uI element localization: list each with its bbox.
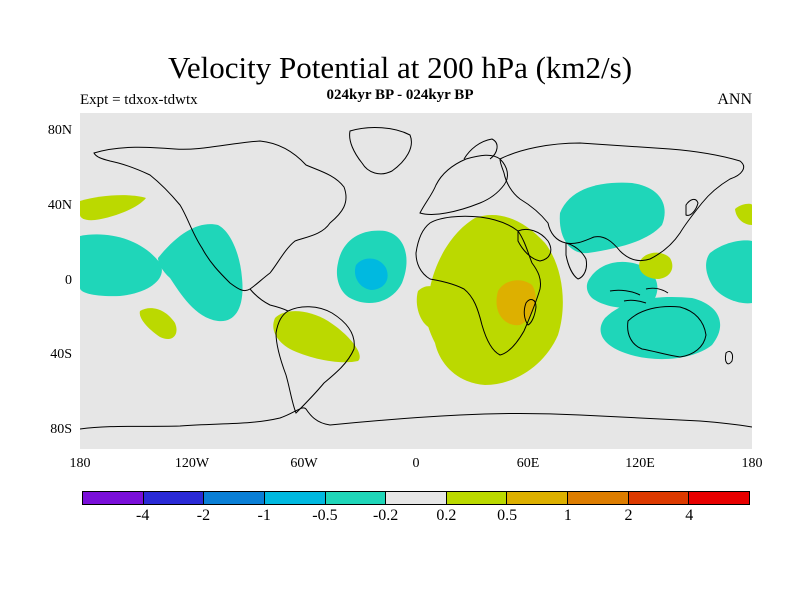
colorbar-label-9: 4 — [685, 507, 694, 524]
colorbar-box-3 — [264, 492, 326, 504]
coastlines — [80, 127, 752, 430]
contour-pos-far-east — [735, 203, 752, 225]
contour-neg-west-pacific-north — [80, 234, 162, 297]
contour-fills — [80, 182, 752, 385]
season-label: ANN — [717, 91, 752, 108]
map-svg — [80, 113, 752, 449]
coast-madagascar — [523, 299, 537, 326]
contour-neg-atlantic-core — [354, 258, 388, 290]
y-tick-80n: 80N — [47, 123, 72, 138]
coast-europe — [419, 154, 508, 215]
colorbar-box-10 — [689, 492, 750, 504]
colorbar-label-2: -1 — [257, 507, 271, 524]
coast-scandinavia — [463, 138, 498, 160]
colorbar-box-0 — [83, 492, 144, 504]
coast-indonesia — [609, 287, 669, 304]
colorbar-label-7: 1 — [563, 507, 572, 524]
contour-pos-africa-indian — [425, 214, 563, 385]
coast-central-america — [249, 288, 289, 312]
colorbar-box-4 — [325, 492, 387, 504]
coast-north-america — [93, 140, 347, 292]
coast-india — [565, 242, 587, 280]
colorbar-box-7 — [507, 492, 569, 504]
x-tick-120e: 120E — [625, 456, 655, 471]
colorbar-label-3: -0.5 — [312, 507, 338, 524]
colorbar-box-2 — [204, 492, 265, 504]
contour-neg-australia — [600, 297, 721, 360]
experiment-label: Expt = tdxox-tdwtx — [80, 92, 198, 108]
contour-pos-north-pacific — [80, 195, 146, 221]
coast-new-zealand — [725, 350, 733, 365]
contour-pos-madagascar-core — [496, 280, 536, 326]
y-tick-0: 0 — [65, 273, 72, 288]
contour-pos-west-africa — [416, 286, 444, 328]
x-tick-60w: 60W — [290, 456, 318, 471]
x-tick-120w: 120W — [174, 456, 210, 471]
colorbar-label-1: -2 — [196, 507, 211, 524]
y-tick-80s: 80S — [50, 422, 72, 437]
coast-greenland — [349, 127, 412, 175]
contour-neg-maritime — [586, 261, 658, 309]
plot-title: Velocity Potential at 200 hPa (km2/s) — [167, 50, 633, 85]
contour-neg-west-pacific-east — [706, 240, 752, 304]
contour-neg-asia — [559, 182, 665, 254]
coast-south-america — [275, 306, 355, 414]
colorbar — [82, 491, 750, 505]
colorbar-box-8 — [568, 492, 629, 504]
contour-pos-dateline-south — [139, 308, 177, 340]
plot-subtitle: 024kyr BP - 024kyr BP — [326, 87, 474, 103]
colorbar-box-6 — [446, 492, 508, 504]
colorbar-label-0: -4 — [136, 507, 150, 524]
colorbar-box-5 — [386, 492, 447, 504]
x-tick-180-left: 180 — [69, 456, 91, 471]
colorbar-label-8: 2 — [624, 507, 633, 524]
colorbar-label-4: -0.2 — [372, 507, 399, 524]
y-tick-40n: 40N — [47, 198, 72, 213]
coast-antarctica — [80, 407, 752, 430]
coast-japan — [685, 198, 699, 216]
contour-pos-south-america — [273, 311, 360, 363]
colorbar-label-6: 0.5 — [497, 507, 518, 524]
colorbar-box-1 — [143, 492, 205, 504]
colorbar-label-5: 0.2 — [436, 507, 457, 524]
x-tick-60e: 60E — [516, 456, 540, 471]
coast-arabia — [517, 228, 552, 262]
x-tick-0: 0 — [412, 456, 420, 471]
x-tick-180-right: 180 — [741, 456, 763, 471]
coast-asia — [499, 142, 745, 262]
coast-africa — [415, 215, 541, 356]
y-tick-40s: 40S — [50, 347, 72, 362]
map-panel — [80, 113, 752, 449]
contour-neg-east-pacific — [158, 224, 243, 322]
coast-australia — [627, 306, 707, 358]
colorbar-box-9 — [628, 492, 690, 504]
